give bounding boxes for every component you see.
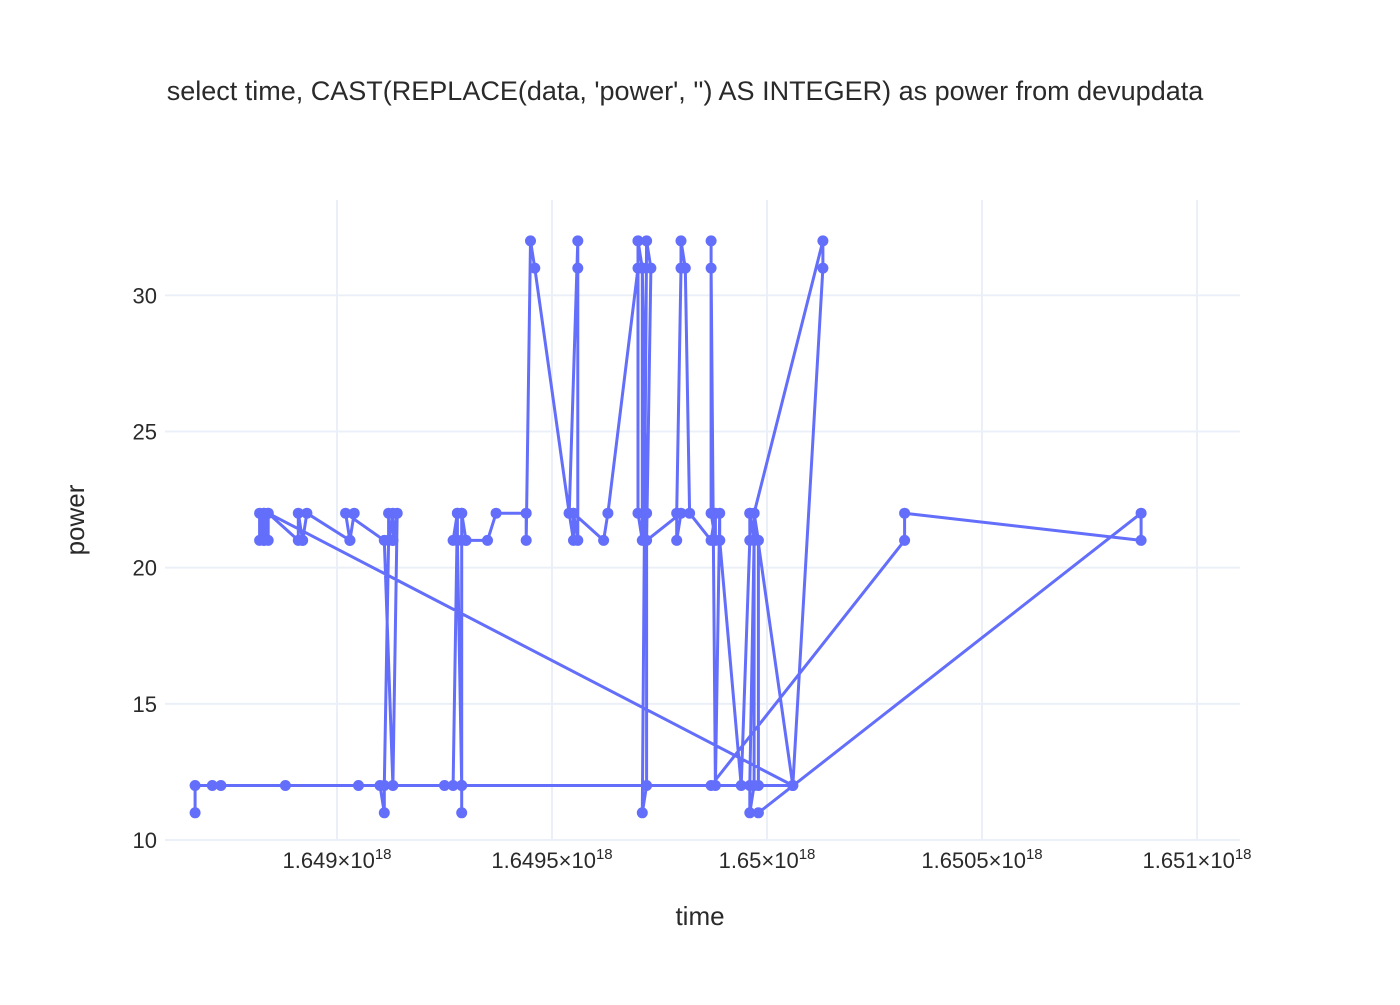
data-point[interactable] [735, 780, 747, 791]
data-point[interactable] [645, 262, 657, 274]
data-point[interactable] [899, 534, 911, 546]
data-point[interactable] [641, 507, 653, 519]
data-point[interactable] [602, 507, 614, 519]
y-tick-label: 10 [133, 828, 157, 853]
data-point[interactable] [456, 534, 468, 546]
data-point[interactable] [340, 507, 352, 519]
x-tick-label: 1.6495×1018 [491, 846, 612, 873]
data-point[interactable] [641, 780, 653, 791]
data-point[interactable] [636, 807, 648, 819]
y-tick-label: 30 [133, 283, 157, 308]
axis-layer: 10 15 20 25 30 1.649×1018 1.6495×1018 1.65×1018… [133, 283, 1252, 873]
data-point[interactable] [568, 507, 579, 519]
data-point[interactable] [744, 807, 756, 819]
data-point[interactable] [752, 780, 764, 791]
data-point[interactable] [456, 780, 468, 791]
data-point[interactable] [262, 507, 274, 519]
data-point[interactable] [378, 534, 390, 546]
data-point[interactable] [1135, 507, 1147, 519]
data-point[interactable] [641, 534, 653, 546]
data-point[interactable] [525, 235, 536, 247]
data-point[interactable] [572, 534, 584, 546]
data-point[interactable] [520, 534, 532, 546]
data-point[interactable] [632, 507, 644, 519]
data-point[interactable] [189, 780, 201, 791]
x-tick-label: 1.649×1018 [282, 846, 391, 873]
data-point[interactable] [671, 507, 683, 519]
x-axis-label: time [675, 901, 724, 931]
chart-title: select time, CAST(REPLACE(data, 'power',… [167, 76, 1204, 106]
data-point[interactable] [353, 780, 364, 791]
data-point[interactable] [520, 507, 532, 519]
data-point[interactable] [641, 235, 653, 247]
data-point[interactable] [705, 507, 717, 519]
data-point[interactable] [684, 507, 696, 519]
data-point[interactable] [671, 534, 683, 546]
data-point[interactable] [899, 507, 911, 519]
data-point[interactable] [262, 534, 274, 546]
data-point[interactable] [348, 507, 360, 519]
data-point[interactable] [482, 534, 493, 546]
data-point[interactable] [301, 507, 313, 519]
data-point[interactable] [675, 235, 687, 247]
data-point[interactable] [787, 780, 799, 791]
data-point[interactable] [748, 507, 760, 519]
data-point[interactable] [705, 780, 717, 791]
data-point[interactable] [279, 780, 291, 791]
y-tick-label: 25 [133, 419, 157, 444]
data-point[interactable] [705, 262, 717, 274]
x-tick-label: 1.6505×1018 [921, 846, 1042, 873]
data-point[interactable] [344, 534, 356, 546]
data-point[interactable] [572, 235, 584, 247]
grid-layer [165, 200, 1240, 841]
data-point[interactable] [752, 534, 764, 546]
data-point[interactable] [439, 780, 450, 791]
data-point[interactable] [206, 780, 218, 791]
y-tick-label: 20 [133, 556, 157, 581]
data-point[interactable] [378, 780, 390, 791]
data-point[interactable] [391, 507, 403, 519]
data-point[interactable] [292, 507, 304, 519]
x-tick-label: 1.65×1018 [719, 846, 816, 873]
data-point[interactable] [636, 262, 648, 274]
y-axis-label: power [60, 484, 90, 555]
data-point[interactable] [572, 262, 584, 274]
data-point[interactable] [378, 807, 390, 819]
data-point[interactable] [447, 780, 459, 791]
data-point[interactable] [456, 807, 468, 819]
data-point[interactable] [679, 262, 691, 274]
data-point[interactable] [632, 235, 644, 247]
data-point[interactable] [189, 807, 201, 819]
data-point[interactable] [215, 780, 227, 791]
data-point[interactable] [490, 507, 502, 519]
data-point[interactable] [292, 534, 304, 546]
data-point[interactable] [714, 534, 726, 546]
data-point[interactable] [714, 507, 726, 519]
series-layer [189, 235, 1147, 819]
data-point[interactable] [752, 807, 764, 819]
data-point[interactable] [387, 780, 399, 791]
data-point[interactable] [387, 534, 399, 546]
data-point[interactable] [529, 262, 541, 274]
data-point[interactable] [598, 534, 610, 546]
x-tick-label: 1.651×1018 [1142, 846, 1251, 873]
data-point[interactable] [705, 235, 717, 247]
data-point[interactable] [817, 235, 829, 247]
y-tick-label: 15 [133, 692, 157, 717]
data-point[interactable] [456, 507, 468, 519]
data-point[interactable] [817, 262, 829, 274]
data-point[interactable] [1135, 534, 1147, 546]
